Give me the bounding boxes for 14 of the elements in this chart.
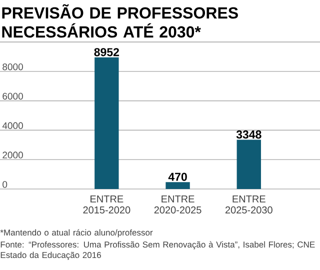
data-label: 470 [168,172,187,181]
y-tick-label: 8000 [2,63,23,70]
x-tick-label: ENTRE 2020-2025 [154,196,202,214]
data-label: 8952 [94,48,119,56]
chart-title: PREVISÃO DE PROFESSORES NECESSÁRIOS ATÉ 2030* [2,4,238,38]
data-label: 3348 [236,130,262,139]
x-tick-label: ENTRE 2025-2030 [225,196,272,214]
y-tick-label: 6000 [2,92,23,100]
text: *Mantendo o atual rácio aluno/professor [0,229,153,238]
x-tick-label: ENTRE 2015-2020 [83,196,130,214]
y-tick-label: 4000 [2,122,23,130]
y-tick-label: 2000 [2,152,23,158]
source-note: Fonte: “Professores: Uma Profissão Sem Renovação à Vista”, Isabel Flores; CNE Estado da Educação 2016 [0,241,315,260]
y-tick-label: 0 [2,181,8,188]
